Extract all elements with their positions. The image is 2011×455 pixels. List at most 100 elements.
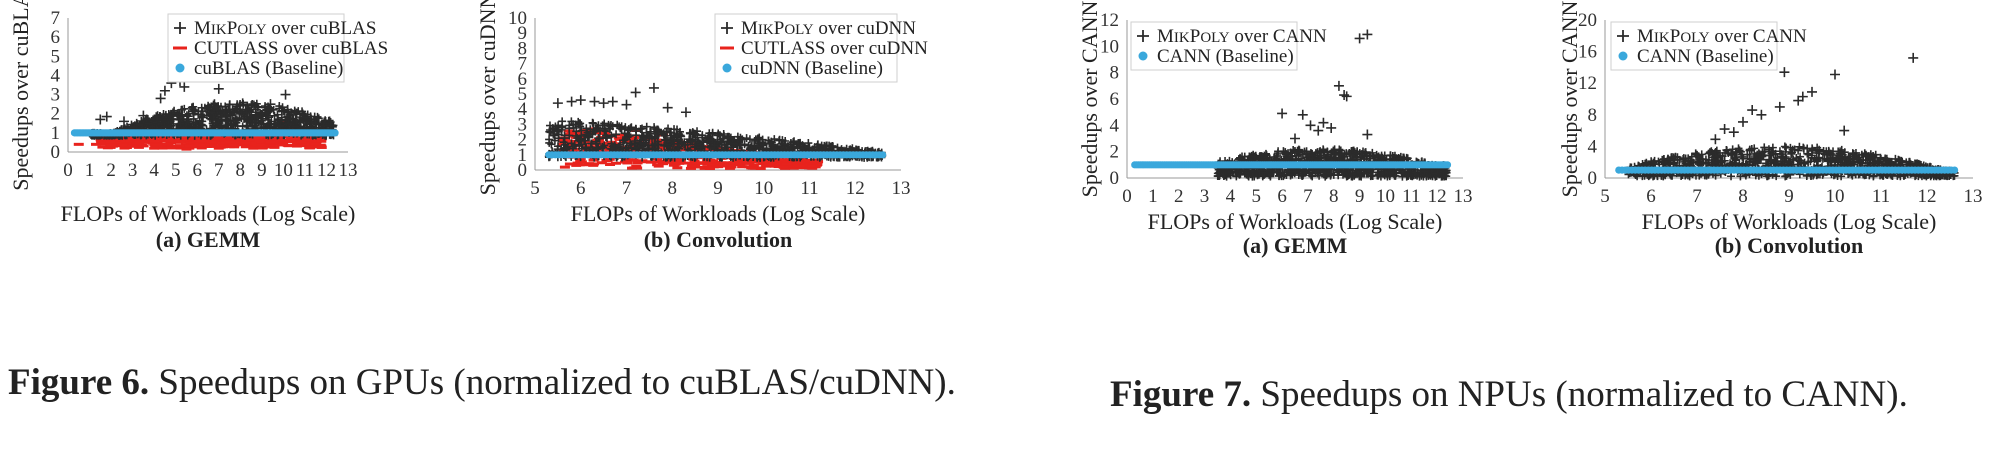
data-point-plus xyxy=(242,108,251,117)
data-point-plus xyxy=(1305,120,1316,131)
x-axis-title: FLOPs of Workloads (Log Scale) xyxy=(61,201,356,226)
data-point-plus xyxy=(577,136,586,145)
y-tick-label: 6 xyxy=(1110,89,1120,110)
x-tick-label: 9 xyxy=(257,160,267,181)
legend-box xyxy=(1130,21,1298,71)
x-tick-label: 0 xyxy=(63,160,73,181)
x-tick-label: 1 xyxy=(85,160,95,181)
data-point-plus xyxy=(704,132,713,141)
x-tick-label: 12 xyxy=(1428,186,1447,207)
data-point-plus xyxy=(703,136,712,145)
y-tick-label: 7 xyxy=(518,54,528,75)
x-tick-label: 11 xyxy=(1402,186,1420,207)
y-tick-label: 12 xyxy=(1100,10,1119,31)
data-point-plus xyxy=(575,141,584,150)
data-point-plus xyxy=(210,112,219,121)
data-point-plus xyxy=(550,136,559,145)
data-point-plus xyxy=(559,138,568,147)
data-point-plus xyxy=(264,115,273,124)
data-point-plus xyxy=(310,118,321,129)
legend-label-part: M xyxy=(194,18,211,39)
x-tick-label: 10 xyxy=(754,178,773,199)
y-tick-label: 2 xyxy=(1110,142,1120,163)
y-tick-label: 2 xyxy=(51,104,61,125)
x-tick-label: 5 xyxy=(171,160,181,181)
x-tick-label: 6 xyxy=(576,178,586,199)
y-tick-label: 3 xyxy=(518,114,528,135)
data-point-plus xyxy=(95,114,106,125)
legend-marker-plus xyxy=(721,22,733,34)
sub-caption: (b) Convolution xyxy=(644,227,793,252)
data-point-plus xyxy=(1431,169,1440,178)
y-tick-label: 8 xyxy=(518,38,528,59)
data-point-plus xyxy=(753,134,762,143)
data-point-plus xyxy=(159,85,170,96)
data-point-plus xyxy=(1305,168,1314,177)
x-tick-label: 5 xyxy=(1251,186,1261,207)
y-tick-label: 10 xyxy=(508,8,527,29)
data-point-plus xyxy=(790,137,799,146)
data-point-plus xyxy=(607,132,616,141)
y-tick-label: 5 xyxy=(51,46,61,67)
data-point-plus xyxy=(189,114,198,123)
data-marks xyxy=(1131,29,1452,181)
data-point-plus xyxy=(1319,145,1328,154)
data-point-plus xyxy=(587,139,596,148)
legend-label-part: OLY xyxy=(784,22,813,38)
data-point-plus xyxy=(232,116,241,125)
data-point-plus xyxy=(670,132,679,141)
legend-label: MIKPOLY over cuBLAS xyxy=(194,18,376,39)
data-point-plus xyxy=(1818,154,1827,163)
data-point-plus xyxy=(1341,91,1352,102)
data-point-plus xyxy=(552,98,563,109)
y-tick-label: 8 xyxy=(1588,105,1598,126)
data-point-plus xyxy=(1279,172,1288,181)
data-point-plus xyxy=(1235,170,1244,179)
legend-label-part: over cuDNN xyxy=(814,18,917,39)
data-point-plus xyxy=(1311,167,1320,176)
data-point-plus xyxy=(1297,109,1308,120)
data-point-plus xyxy=(631,137,640,146)
y-tick-label: 2 xyxy=(518,130,528,151)
sub-caption: (a) GEMM xyxy=(1243,233,1348,258)
data-point-plus xyxy=(1780,142,1789,151)
data-point-plus xyxy=(291,122,300,131)
data-point-plus xyxy=(747,143,756,152)
y-tick-label: 12 xyxy=(1578,73,1597,94)
data-point-plus xyxy=(662,127,671,136)
data-point-plus xyxy=(786,143,795,152)
data-point-plus xyxy=(159,109,168,118)
data-point-plus xyxy=(584,130,593,139)
data-point-plus xyxy=(144,119,153,128)
x-tick-label: 7 xyxy=(1692,186,1702,207)
legend-label: cuBLAS (Baseline) xyxy=(194,58,343,79)
data-point-plus xyxy=(607,121,616,130)
data-point-plus xyxy=(708,135,717,144)
legend-label: MIKPOLY over cuDNN xyxy=(741,18,916,39)
data-point-plus xyxy=(1391,171,1400,180)
data-point-plus xyxy=(598,98,609,109)
y-axis-title: Speedups over cuBLAS xyxy=(8,0,33,191)
data-point-plus xyxy=(642,128,651,137)
legend-box xyxy=(714,13,898,83)
legend-label: CANN (Baseline) xyxy=(1157,46,1294,67)
data-point-dot xyxy=(879,151,887,159)
data-point-plus xyxy=(1383,172,1392,181)
data-point-plus xyxy=(710,141,719,150)
data-point-plus xyxy=(738,135,747,144)
legend-label-part: P xyxy=(774,18,785,39)
data-point-plus xyxy=(209,100,218,109)
data-point-plus xyxy=(754,142,763,151)
y-tick-label: 4 xyxy=(1588,136,1598,157)
data-point-plus xyxy=(733,137,742,146)
data-point-plus xyxy=(176,119,185,128)
y-tick-label: 4 xyxy=(518,99,528,120)
y-tick-label: 0 xyxy=(51,142,61,163)
x-tick-label: 7 xyxy=(214,160,224,181)
x-tick-label: 2 xyxy=(106,160,116,181)
